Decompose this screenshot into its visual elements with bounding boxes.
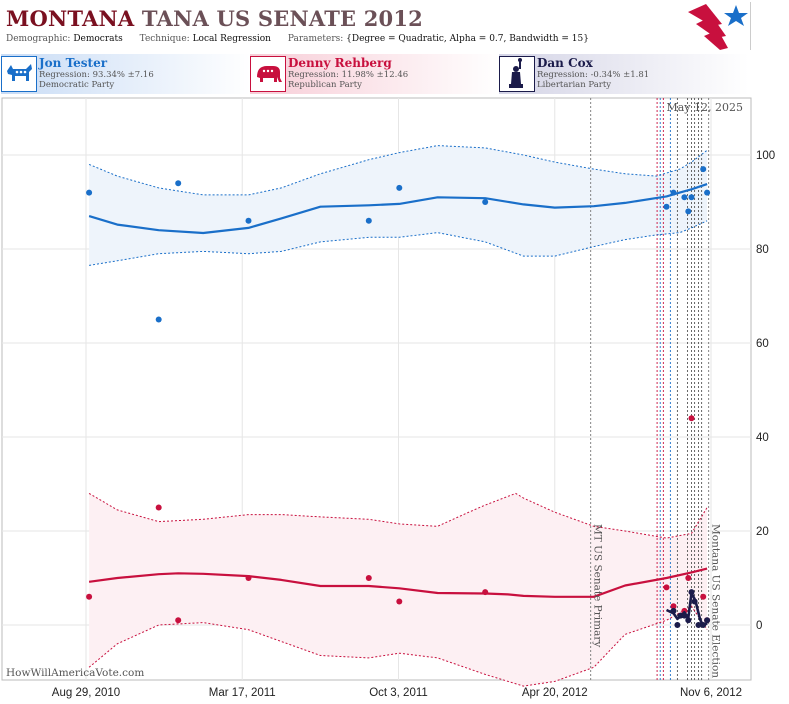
- poll-point: [700, 622, 707, 628]
- candidate-regression: Regression: 93.34% ±7.16: [39, 70, 154, 80]
- poll-point: [688, 589, 695, 596]
- y-tick-label: 20: [756, 526, 769, 538]
- poll-point: [688, 415, 695, 422]
- trend-line: [88, 183, 708, 235]
- confidence-upper: [88, 492, 708, 539]
- poll-point: [674, 622, 681, 628]
- poll-chart-svg: Aug 29, 2010 Mar 17, 2011 Oct 3, 2011 Apr 2…: [1, 97, 775, 699]
- candidate-party: Libertarian Party: [537, 80, 612, 90]
- elephant-icon: [250, 56, 286, 92]
- poll-point: [691, 598, 698, 605]
- poll-point: [396, 598, 403, 605]
- poll-point: [245, 575, 252, 581]
- poll-point: [663, 203, 670, 210]
- candidate-regression: Regression: 11.98% ±12.46: [288, 70, 409, 80]
- demographic-label: Demographic:: [6, 34, 71, 44]
- candidate-card-cox: Dan Cox Regression: -0.34% ±1.81 Liberta…: [499, 54, 749, 94]
- poll-chart: Aug 29, 2010 Mar 17, 2011 Oct 3, 2011 Apr 2…: [0, 96, 789, 704]
- x-tick-label: Mar 17, 2011: [209, 687, 276, 699]
- poll-point: [175, 617, 182, 624]
- y-tick-label: 80: [756, 244, 769, 256]
- technique-label: Technique:: [139, 34, 190, 44]
- candidate-legend: Jon Tester Regression: 93.34% ±7.16 Demo…: [0, 54, 789, 94]
- header-divider: [750, 2, 751, 50]
- event-label: Montana US Senate Election: [710, 524, 722, 678]
- demographic-value: Democrats: [73, 34, 123, 44]
- poll-point: [86, 189, 93, 196]
- x-tick-label: Nov 6, 2012: [680, 687, 742, 699]
- current-date-label: May 12, 2025: [666, 101, 743, 114]
- x-tick-label: Oct 3, 2011: [369, 687, 428, 699]
- poll-point: [365, 217, 372, 224]
- event-label: MT US Senate Primary: [592, 524, 604, 647]
- confidence-band: [89, 145, 708, 266]
- parameters-value: {Degree = Quadratic, Alpha = 0.7, Bandwi…: [346, 34, 589, 44]
- y-tick-label: 0: [756, 620, 762, 632]
- confidence-band: [89, 493, 708, 687]
- poll-point: [704, 617, 711, 624]
- poll-point: [695, 622, 702, 628]
- poll-point: [245, 217, 252, 224]
- y-tick-label: 100: [756, 150, 775, 162]
- x-tick-label: Apr 20, 2012: [522, 687, 588, 699]
- chart-header: MONTANA TANA US SENATE 2012 Demographic:…: [0, 0, 789, 52]
- poll-point: [396, 184, 403, 191]
- technique-value: Local Regression: [192, 34, 271, 44]
- title-race: TANA US SENATE 2012: [141, 6, 423, 31]
- poll-point: [670, 603, 677, 610]
- title-state: MONTANA: [6, 6, 135, 31]
- confidence-upper: [88, 145, 708, 196]
- poll-point: [700, 166, 707, 173]
- candidate-party: Democratic Party: [39, 80, 115, 90]
- candidate-name: Jon Tester: [39, 56, 108, 70]
- statue-of-liberty-icon: [499, 56, 535, 92]
- poll-point: [482, 199, 489, 205]
- poll-point: [86, 593, 93, 600]
- brand-flag-star-icon: [688, 4, 748, 50]
- candidate-name: Dan Cox: [537, 56, 593, 70]
- trend-line: [88, 567, 708, 598]
- parameters-line: Demographic: Democrats Technique: Local …: [6, 34, 603, 44]
- poll-point: [365, 575, 372, 581]
- poll-point: [685, 575, 692, 581]
- poll-point: [155, 316, 162, 323]
- poll-point: [685, 208, 692, 215]
- site-watermark: HowWillAmericaVote.com: [6, 667, 144, 679]
- poll-point: [681, 612, 688, 619]
- candidate-card-rehberg: Denny Rehberg Regression: 11.98% ±12.46 …: [250, 54, 500, 94]
- poll-point: [175, 180, 182, 187]
- candidate-card-tester: Jon Tester Regression: 93.34% ±7.16 Demo…: [1, 54, 251, 94]
- page-title: MONTANA TANA US SENATE 2012: [6, 6, 423, 31]
- y-tick-label: 40: [756, 432, 769, 444]
- candidate-name: Denny Rehberg: [288, 56, 392, 70]
- poll-point: [670, 607, 677, 614]
- y-tick-label: 60: [756, 338, 769, 350]
- x-tick-label: Aug 29, 2010: [52, 687, 120, 699]
- poll-point: [688, 194, 695, 201]
- poll-point: [482, 589, 489, 596]
- poll-point: [704, 189, 711, 196]
- poll-point: [670, 189, 677, 196]
- candidate-party: Republican Party: [288, 80, 362, 90]
- poll-point: [155, 504, 162, 511]
- poll-point: [685, 617, 692, 624]
- poll-point: [681, 194, 688, 201]
- poll-point: [700, 593, 707, 600]
- donkey-icon: [1, 56, 37, 92]
- parameters-label: Parameters:: [287, 34, 344, 44]
- poll-point: [663, 584, 670, 591]
- candidate-regression: Regression: -0.34% ±1.81: [537, 70, 650, 80]
